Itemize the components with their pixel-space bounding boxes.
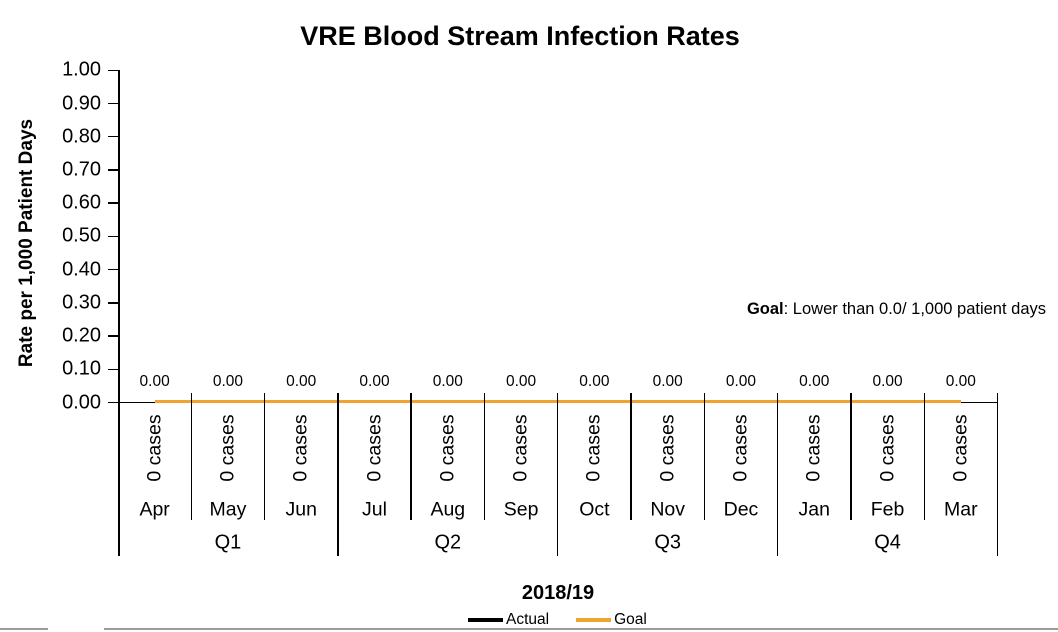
point-value-label: 0.00	[432, 373, 463, 390]
month-separator-line	[630, 393, 632, 520]
cases-label: 0 cases	[216, 414, 239, 482]
y-tick-mark	[108, 401, 119, 404]
goal-annotation-bold: Goal	[746, 300, 784, 318]
month-separator-line	[850, 393, 852, 520]
y-tick-label: 0.60	[62, 191, 101, 214]
month-label: Aug	[430, 498, 466, 521]
point-value-label: 0.00	[506, 373, 537, 390]
cases-label: 0 cases	[509, 414, 532, 482]
y-tick-label: 0.50	[62, 224, 101, 247]
cases-label: 0 cases	[363, 414, 386, 482]
y-tick-mark	[108, 169, 119, 171]
point-value-label: 0.00	[359, 373, 390, 390]
point-value-label: 0.00	[212, 373, 244, 390]
y-tick-mark	[108, 135, 119, 138]
cases-label: 0 cases	[436, 414, 459, 482]
quarter-separator-line	[557, 393, 559, 556]
bottom-border-right	[104, 628, 1058, 630]
point-value-label: 0.00	[579, 373, 610, 390]
y-tick-label: 0.90	[62, 92, 101, 115]
month-separator-line	[703, 393, 706, 520]
month-label: Oct	[579, 498, 610, 521]
cases-label: 0 cases	[729, 414, 752, 482]
goal-annotation-text: : Lower than 0.0/ 1,000 patient days	[783, 300, 1046, 318]
y-tick-mark	[108, 69, 119, 72]
month-label: Feb	[870, 498, 905, 521]
month-label: Jan	[798, 498, 830, 521]
month-separator-line	[923, 393, 925, 520]
point-value-label: 0.00	[286, 373, 317, 390]
cases-label: 0 cases	[802, 414, 825, 482]
y-tick-mark	[108, 302, 119, 304]
point-value-label: 0.00	[872, 373, 903, 390]
month-label: Jun	[285, 498, 317, 521]
quarter-separator-line	[996, 393, 999, 556]
bottom-border-left	[0, 628, 48, 630]
y-tick-mark	[108, 102, 119, 105]
cases-label: 0 cases	[143, 414, 166, 482]
quarter-separator-line	[337, 393, 339, 556]
point-value-label: 0.00	[725, 373, 757, 390]
y-tick-mark	[108, 268, 119, 271]
month-separator-line	[190, 393, 192, 520]
month-separator-line	[410, 393, 412, 520]
legend-actual-label: Actual	[506, 611, 550, 628]
point-value-label: 0.00	[945, 373, 976, 390]
quarter-label: Q4	[874, 531, 901, 554]
cases-label: 0 cases	[289, 414, 312, 482]
quarter-label: Q3	[654, 531, 682, 554]
month-separator-line	[263, 393, 266, 520]
y-tick-label: 0.40	[62, 258, 101, 281]
point-value-label: 0.00	[139, 373, 170, 390]
goal-annotation: Goal: Lower than 0.0/ 1,000 patient days	[747, 300, 1046, 319]
y-tick-mark	[108, 368, 119, 371]
quarter-separator-line	[776, 393, 779, 556]
legend-goal-line-swatch	[576, 618, 612, 622]
y-tick-label: 0.30	[62, 291, 101, 314]
month-label: Nov	[650, 498, 686, 521]
legend-actual-line-swatch	[468, 618, 503, 622]
y-tick-label: 0.70	[62, 158, 101, 181]
legend: Actual Goal	[468, 611, 647, 629]
y-tick-label: 0.00	[62, 391, 101, 413]
month-label: Apr	[139, 498, 170, 521]
month-separator-line	[483, 393, 486, 520]
month-label: May	[209, 498, 247, 521]
month-label: Mar	[944, 498, 978, 521]
y-tick-label: 0.80	[62, 125, 101, 148]
y-tick-mark	[108, 235, 119, 238]
month-label: Dec	[723, 498, 759, 521]
chart-title: VRE Blood Stream Infection Rates	[300, 21, 740, 51]
quarter-label: Q2	[434, 531, 462, 554]
y-axis-line	[118, 70, 120, 556]
month-label: Jul	[362, 498, 387, 521]
cases-label: 0 cases	[582, 414, 605, 482]
y-tick-mark	[108, 335, 119, 337]
point-value-label: 0.00	[799, 373, 830, 390]
y-tick-label: 1.00	[62, 58, 101, 81]
y-tick-label: 0.20	[62, 324, 101, 347]
cases-label: 0 cases	[949, 414, 972, 482]
point-value-label: 0.00	[652, 373, 683, 390]
cases-label: 0 cases	[876, 414, 899, 482]
legend-goal-label: Goal	[614, 611, 647, 628]
month-label: Sep	[503, 498, 539, 521]
y-tick-label: 0.10	[62, 357, 101, 380]
quarter-label: Q1	[214, 531, 242, 554]
x-axis-group-label: 2018/19	[521, 582, 595, 604]
y-tick-mark	[108, 202, 119, 204]
cases-label: 0 cases	[656, 414, 679, 482]
